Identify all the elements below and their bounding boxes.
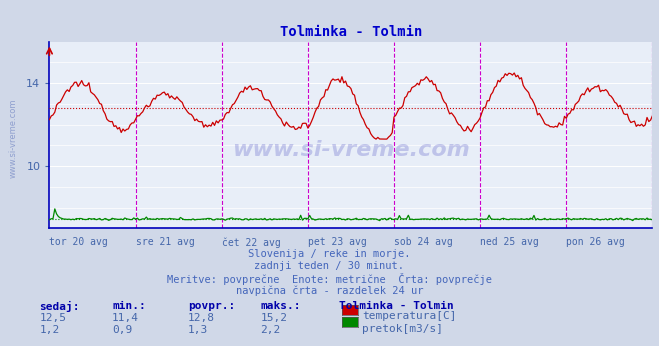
Text: www.si-vreme.com: www.si-vreme.com: [9, 99, 18, 178]
Text: maks.:: maks.:: [260, 301, 301, 311]
Text: pretok[m3/s]: pretok[m3/s]: [362, 324, 444, 334]
Text: Tolminka - Tolmin: Tolminka - Tolmin: [339, 301, 454, 311]
Text: 1,3: 1,3: [188, 325, 208, 335]
Text: 2,2: 2,2: [260, 325, 281, 335]
Text: pet 23 avg: pet 23 avg: [308, 237, 366, 247]
Text: temperatura[C]: temperatura[C]: [362, 311, 457, 321]
Text: sre 21 avg: sre 21 avg: [136, 237, 194, 247]
Text: 15,2: 15,2: [260, 313, 287, 323]
Text: ned 25 avg: ned 25 avg: [480, 237, 539, 247]
Text: 1,2: 1,2: [40, 325, 60, 335]
Text: zadnji teden / 30 minut.: zadnji teden / 30 minut.: [254, 261, 405, 271]
Text: Meritve: povprečne  Enote: metrične  Črta: povprečje: Meritve: povprečne Enote: metrične Črta:…: [167, 273, 492, 285]
Text: 11,4: 11,4: [112, 313, 139, 323]
Text: povpr.:: povpr.:: [188, 301, 235, 311]
Text: tor 20 avg: tor 20 avg: [49, 237, 108, 247]
Text: pon 26 avg: pon 26 avg: [566, 237, 625, 247]
Text: čet 22 avg: čet 22 avg: [221, 237, 281, 247]
Text: 12,8: 12,8: [188, 313, 215, 323]
Text: 12,5: 12,5: [40, 313, 67, 323]
Text: navpična črta - razdelek 24 ur: navpična črta - razdelek 24 ur: [236, 285, 423, 296]
Text: 0,9: 0,9: [112, 325, 132, 335]
Title: Tolminka - Tolmin: Tolminka - Tolmin: [279, 25, 422, 39]
Text: www.si-vreme.com: www.si-vreme.com: [232, 140, 470, 160]
Text: sedaj:: sedaj:: [40, 301, 80, 312]
Text: sob 24 avg: sob 24 avg: [394, 237, 453, 247]
Text: min.:: min.:: [112, 301, 146, 311]
Text: Slovenija / reke in morje.: Slovenija / reke in morje.: [248, 249, 411, 259]
